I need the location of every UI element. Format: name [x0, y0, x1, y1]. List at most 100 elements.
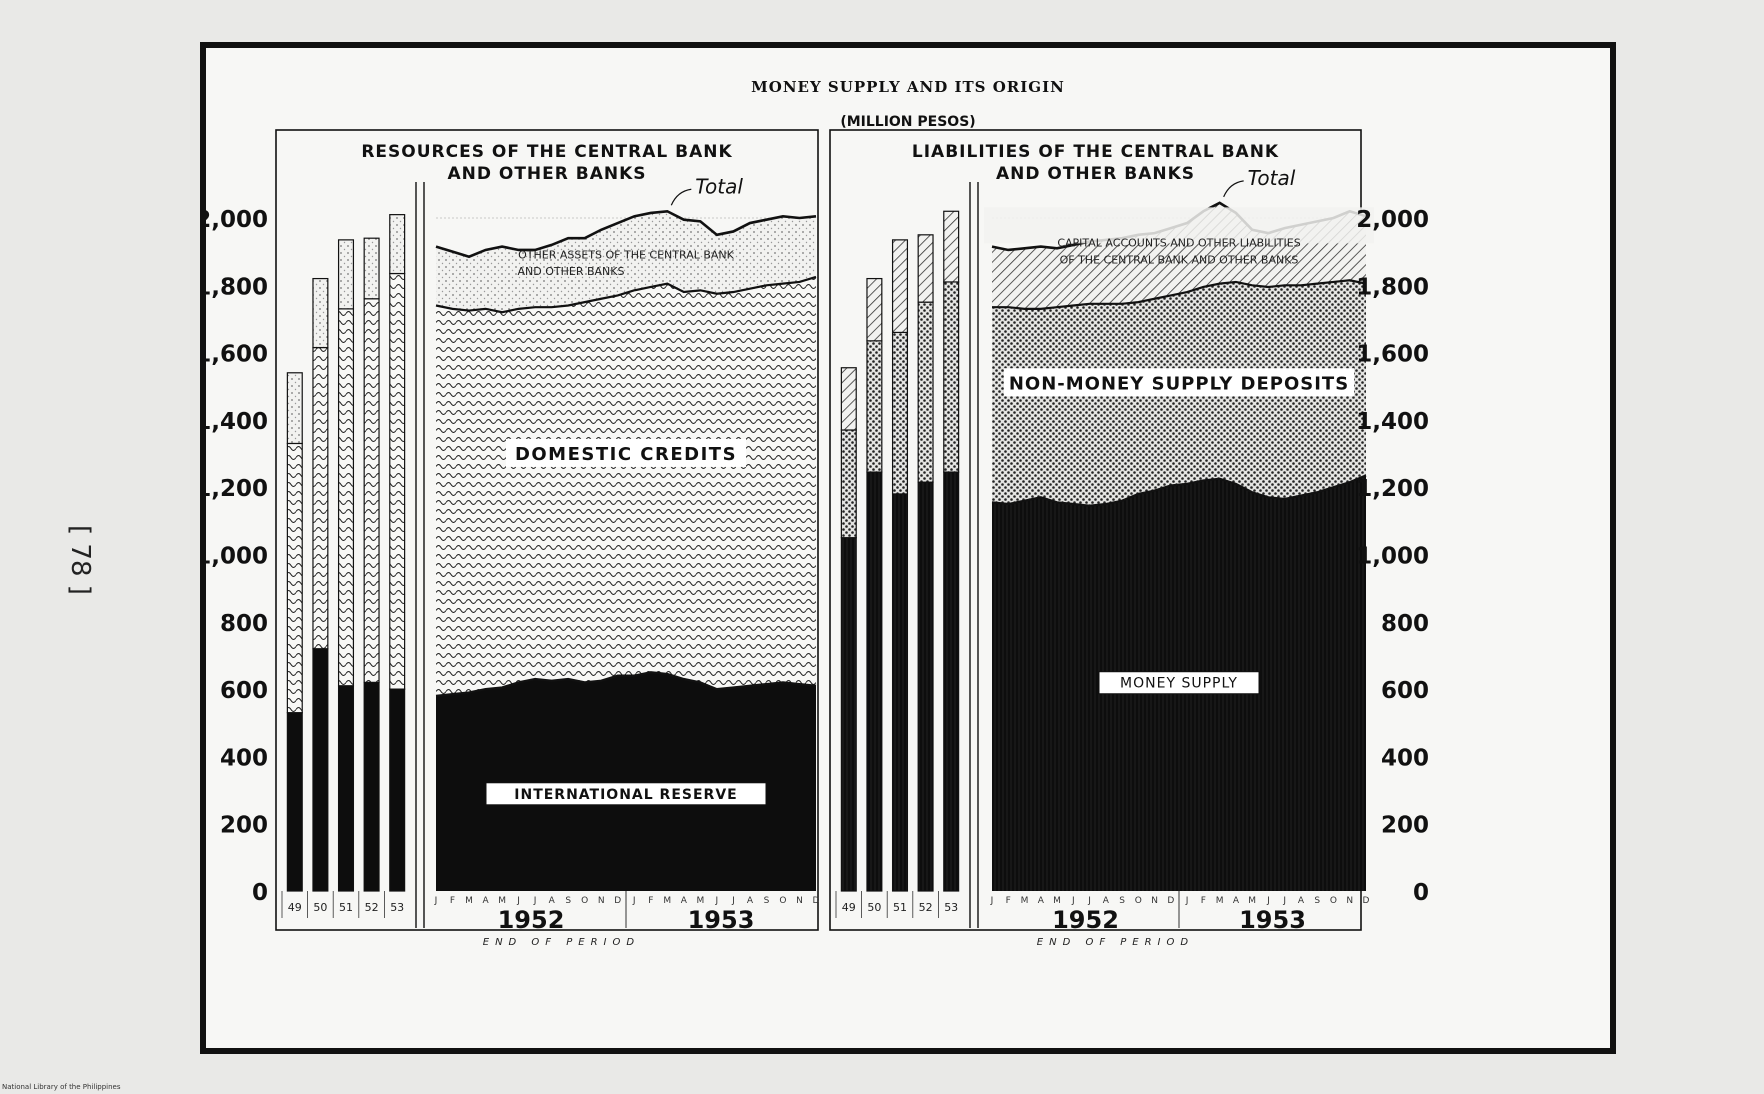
month-tick-label: J [1087, 896, 1091, 906]
month-tick-label: J [533, 896, 537, 906]
total-pointer [670, 188, 692, 206]
month-tick-label: J [1185, 896, 1189, 906]
month-tick-label: A [1038, 896, 1045, 906]
month-tick-label: M [498, 896, 506, 906]
panel-frame-1 [275, 129, 819, 931]
label-money-supply: MONEY SUPPLY [1120, 676, 1238, 692]
year-tick-label: 52 [365, 901, 379, 914]
x-axis-label: END OF PERIOD [1037, 937, 1194, 948]
month-tick-label: S [1119, 896, 1125, 906]
bar-51-s2 [891, 331, 909, 495]
month-tick-label: A [482, 896, 489, 906]
year-tick-label: 50 [313, 901, 327, 914]
footer-credit: National Library of the Philippines [2, 1083, 121, 1091]
bar-49-s1 [840, 537, 857, 892]
y-tick-label-left: 1,200 [206, 476, 268, 502]
month-tick-label: J [1266, 896, 1270, 906]
unit-label: (MILLION PESOS) [840, 114, 976, 130]
y-tick-label-left: 1,400 [206, 409, 268, 435]
y-tick-label-left: 1,800 [206, 274, 268, 300]
y-tick-label-right: 0 [1413, 880, 1429, 906]
total-label: Total [695, 174, 743, 198]
panel-title-2: LIABILITIES OF THE CENTRAL BANK [912, 142, 1279, 162]
month-tick-label: J [1071, 896, 1075, 906]
y-tick-label-right: 800 [1381, 611, 1429, 637]
year-tick-label: 51 [893, 901, 907, 914]
label-bg [1098, 671, 1260, 695]
month-tick-label: A [681, 896, 688, 906]
bar-49-s3 [840, 367, 857, 431]
bar-53-s1 [943, 471, 960, 892]
y-tick-label-left: 600 [220, 678, 268, 704]
bar-53-s3 [943, 210, 960, 283]
label-bg [984, 207, 1374, 244]
month-tick-label: D [813, 896, 820, 906]
month-tick-label: M [696, 896, 704, 906]
month-tick-label: O [1135, 896, 1142, 906]
year-tick-label: 53 [390, 901, 404, 914]
chart-title: MONEY SUPPLY AND ITS ORIGIN [751, 78, 1065, 96]
bar-52-s1 [363, 681, 380, 892]
month-tick-label: D [1363, 896, 1370, 906]
month-tick-label: J [516, 896, 520, 906]
month-tick-label: A [747, 896, 754, 906]
bar-52-s3 [363, 237, 380, 300]
bar-52-s3 [917, 234, 934, 303]
bar-50-s3 [312, 277, 329, 349]
boundary-line-2 [435, 275, 817, 314]
boundary-line-3 [435, 209, 817, 259]
label-capital-accounts-line2: OF THE CENTRAL BANK AND OTHER BANKS [1060, 253, 1299, 266]
month-tick-label: N [598, 896, 605, 906]
y-tick-label-left: 1,600 [206, 342, 268, 368]
month-tick-label: D [614, 896, 621, 906]
area-s1 [436, 672, 816, 891]
bar-51-s3 [891, 239, 909, 334]
label-bg [506, 438, 746, 467]
bar-52-s1 [917, 481, 934, 892]
bar-51-s1 [337, 685, 355, 892]
bar-52-s2 [917, 301, 934, 483]
label-other-assets-line1: OTHER ASSETS OF THE CENTRAL BANK [518, 248, 735, 261]
area-s3 [992, 202, 1366, 309]
month-tick-label: O [1330, 896, 1337, 906]
y-tick-label-right: 2,000 [1356, 207, 1429, 233]
month-tick-label: O [581, 896, 588, 906]
month-tick-label: M [1021, 896, 1029, 906]
bar-53-s2 [389, 272, 406, 690]
panel-title-1: RESOURCES OF THE CENTRAL BANK [361, 142, 732, 162]
year-label-1953: 1953 [1239, 906, 1306, 934]
month-tick-label: S [764, 896, 770, 906]
bar-53-s2 [943, 281, 960, 473]
month-tick-label: F [450, 896, 455, 906]
total-label: Total [1248, 166, 1296, 190]
label-domestic-credits: DOMESTIC CREDITS [515, 444, 737, 465]
y-tick-label-right: 1,600 [1356, 342, 1429, 368]
month-tick-label: M [465, 896, 473, 906]
month-tick-label: J [632, 896, 636, 906]
bar-50-s1 [312, 648, 329, 892]
month-tick-label: N [796, 896, 803, 906]
month-tick-label: A [549, 896, 556, 906]
year-label-1953: 1953 [688, 906, 755, 934]
month-tick-label: N [1151, 896, 1158, 906]
year-tick-label: 50 [867, 901, 881, 914]
y-tick-label-right: 400 [1381, 745, 1429, 771]
month-tick-label: J [731, 896, 735, 906]
bar-49-s1 [286, 712, 303, 892]
label-international-reserve: INTERNATIONAL RESERVE [514, 787, 737, 803]
month-tick-label: F [648, 896, 653, 906]
boundary-line-1 [435, 671, 817, 697]
month-tick-label: M [1216, 896, 1224, 906]
month-tick-label: A [1298, 896, 1305, 906]
y-tick-label-left: 800 [220, 611, 268, 637]
bar-52-s2 [363, 298, 380, 683]
year-label-1952: 1952 [498, 906, 565, 934]
y-tick-label-left: 200 [220, 813, 268, 839]
label-capital-accounts-line1: CAPITAL ACCOUNTS AND OTHER LIABILITIES [1057, 237, 1300, 250]
panel-subtitle-2: AND OTHER BANKS [996, 164, 1195, 184]
month-tick-label: F [1201, 896, 1206, 906]
label-other-assets-line2: AND OTHER BANKS [518, 265, 625, 278]
bar-50-s2 [312, 346, 329, 650]
y-tick-label-left: 1,000 [206, 544, 268, 570]
month-tick-label: F [1006, 896, 1011, 906]
